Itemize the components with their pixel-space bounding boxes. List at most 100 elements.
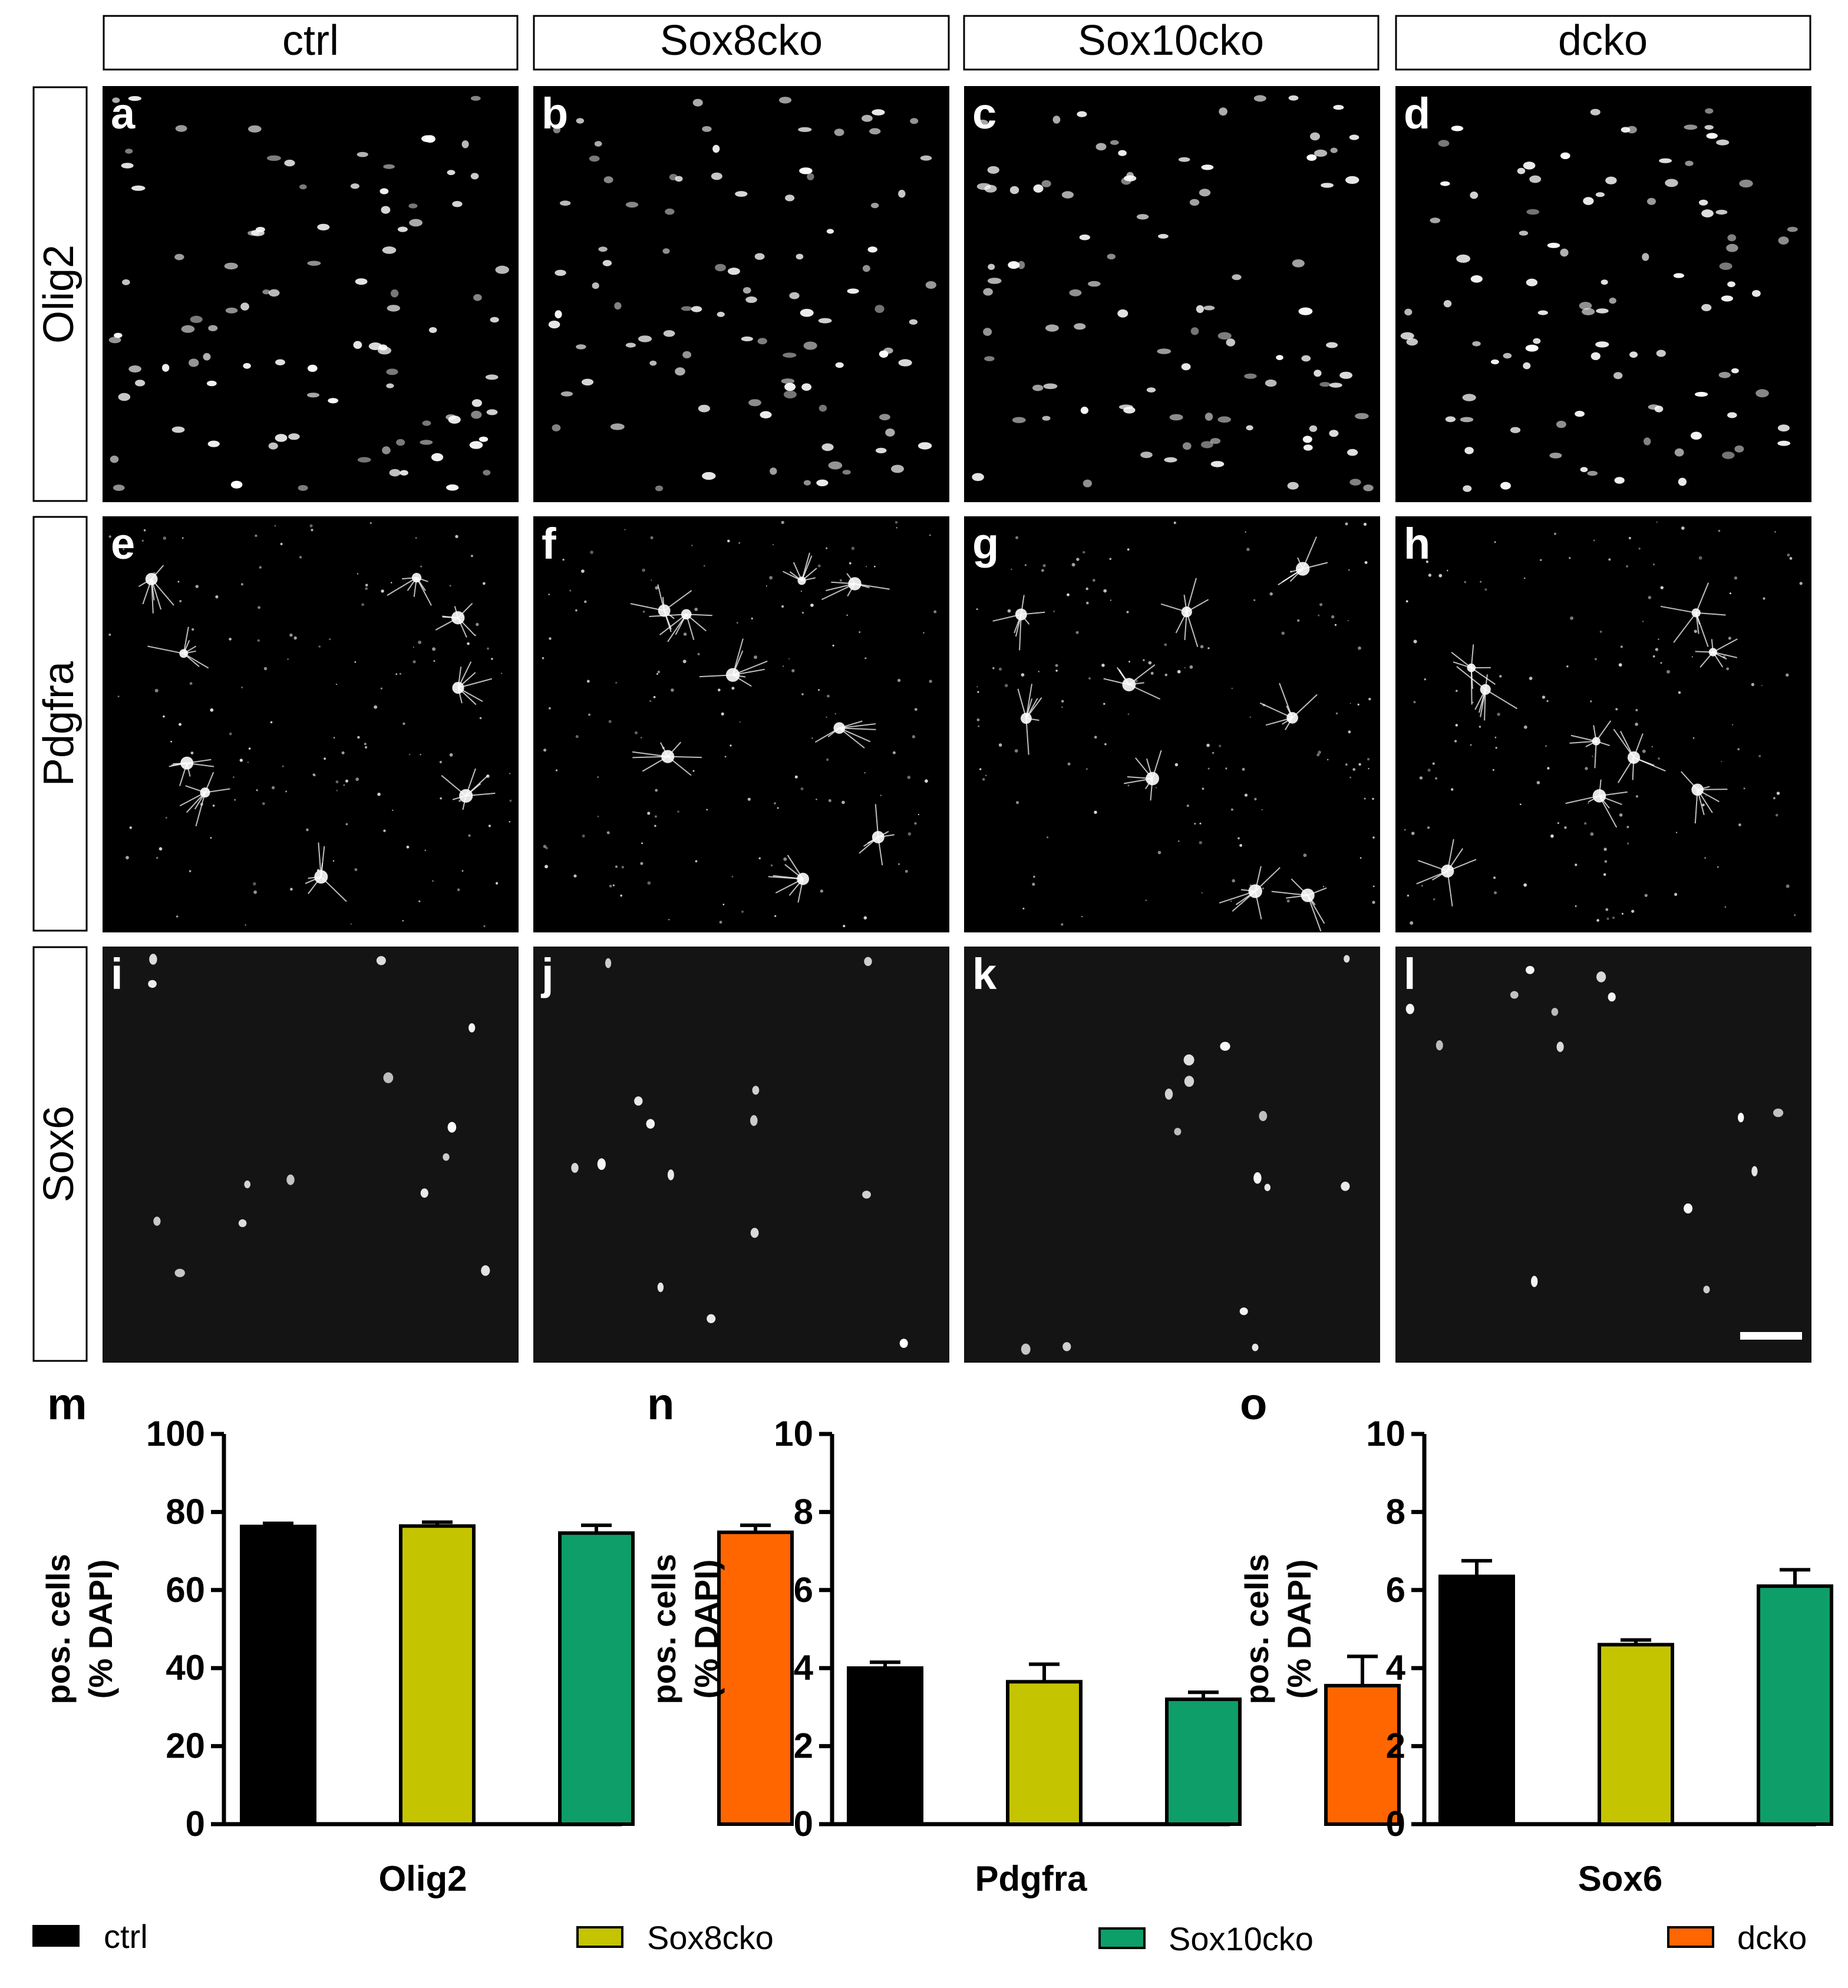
nucleus-spot [1032, 384, 1044, 391]
speckle [345, 779, 348, 783]
speckle [1655, 648, 1659, 651]
speckle [1364, 561, 1368, 564]
speckle [343, 784, 345, 786]
y-tick-label: 8 [794, 1492, 813, 1531]
nucleus-spot [1246, 425, 1253, 431]
speckle [1061, 923, 1064, 926]
opc-cell [1259, 683, 1318, 730]
nucleus-spot [834, 128, 844, 136]
speckle [1691, 656, 1693, 658]
nucleus-spot [1200, 441, 1213, 449]
legend-item-dcko: dcko [1667, 1919, 1807, 1956]
nucleus-spot [1438, 140, 1450, 147]
speckle [851, 546, 855, 550]
speckle [1004, 684, 1008, 687]
speckle [677, 810, 679, 813]
speckle [1083, 550, 1085, 554]
nucleus-spot [1189, 199, 1200, 206]
speckle [336, 789, 338, 792]
y-tick-label: 100 [146, 1414, 205, 1453]
speckle [1493, 876, 1496, 879]
nucleus-spot [1146, 387, 1156, 393]
nucleus-spot [1674, 448, 1684, 457]
speckle [299, 556, 302, 559]
y-tick-label: 2 [1386, 1726, 1405, 1766]
nucleus-spot [1706, 133, 1718, 139]
nucleus-spot [783, 352, 797, 358]
speckle [1232, 879, 1235, 883]
nucleus-spot [1253, 1172, 1262, 1184]
opc-cell [768, 855, 809, 903]
nucleus-spot [1124, 175, 1137, 182]
nucleus-spot [1309, 425, 1318, 432]
nucleus-spot [1727, 412, 1737, 418]
opc-cell [814, 720, 876, 749]
speckle [575, 735, 579, 739]
y-axis-label: pos. cells [39, 1554, 77, 1704]
nucleus-spot [1582, 308, 1595, 315]
speckle [309, 524, 313, 528]
row-label-olig2: Olig2 [32, 86, 88, 502]
speckle [1413, 639, 1417, 644]
speckle [1758, 754, 1761, 757]
speckle [1635, 723, 1639, 726]
speckle [1067, 593, 1070, 596]
opc-cell [859, 804, 895, 866]
nucleus-spot [248, 125, 262, 133]
nucleus-spot [1210, 461, 1225, 467]
nucleus-spot [400, 470, 408, 476]
panel-letter: m [47, 1379, 87, 1429]
bar-sox10cko [1165, 1697, 1242, 1826]
nucleus-spot [1199, 189, 1211, 197]
speckle [1454, 740, 1457, 743]
legend-item-ctrl: ctrl [32, 1918, 148, 1955]
speckle [1103, 703, 1106, 705]
speckle [287, 658, 289, 660]
nucleus-spot [898, 359, 912, 367]
speckle [843, 925, 846, 928]
speckle [1523, 725, 1527, 729]
nucleus-spot [1265, 379, 1277, 387]
nucleus-spot [424, 135, 435, 143]
nucleus-spot [594, 141, 602, 147]
speckle [354, 868, 358, 871]
nucleus-spot [1204, 413, 1213, 421]
speckle [1345, 522, 1348, 526]
speckle [1014, 749, 1018, 753]
nucleus-spot [485, 374, 499, 380]
speckle [794, 775, 798, 779]
nucleus-spot [1157, 348, 1172, 354]
nucleus-spot [760, 411, 772, 418]
speckle [859, 631, 861, 633]
nucleus-spot [909, 319, 918, 325]
speckle [1594, 658, 1597, 661]
nucleus-spot [870, 203, 879, 209]
nucleus-spot [821, 443, 834, 451]
nucleus-spot [972, 473, 984, 482]
speckle [1553, 532, 1557, 535]
speckle [584, 600, 587, 604]
nucleus-spot [1201, 164, 1214, 170]
speckle [801, 693, 804, 695]
nucleus-spot [885, 428, 895, 437]
speckle [364, 743, 367, 746]
speckle [801, 611, 804, 614]
nucleus-spot [1080, 407, 1088, 414]
nucleus-spot [987, 166, 999, 174]
nucleus-spot [819, 404, 827, 412]
opc-cell [1160, 578, 1209, 647]
speckle [1652, 655, 1655, 658]
speckle [731, 687, 735, 690]
opc-cell [1416, 839, 1477, 906]
speckle [247, 761, 249, 763]
speckle [1372, 885, 1375, 888]
speckle [1734, 576, 1738, 580]
speckle [548, 707, 551, 710]
nucleus-spot [1440, 181, 1450, 186]
speckle [1178, 840, 1180, 842]
nucleus-spot [1551, 1008, 1559, 1016]
speckle [141, 539, 144, 542]
panel-letter: e [111, 519, 135, 568]
y-tick-label: 4 [794, 1648, 814, 1687]
speckle [1545, 745, 1547, 747]
